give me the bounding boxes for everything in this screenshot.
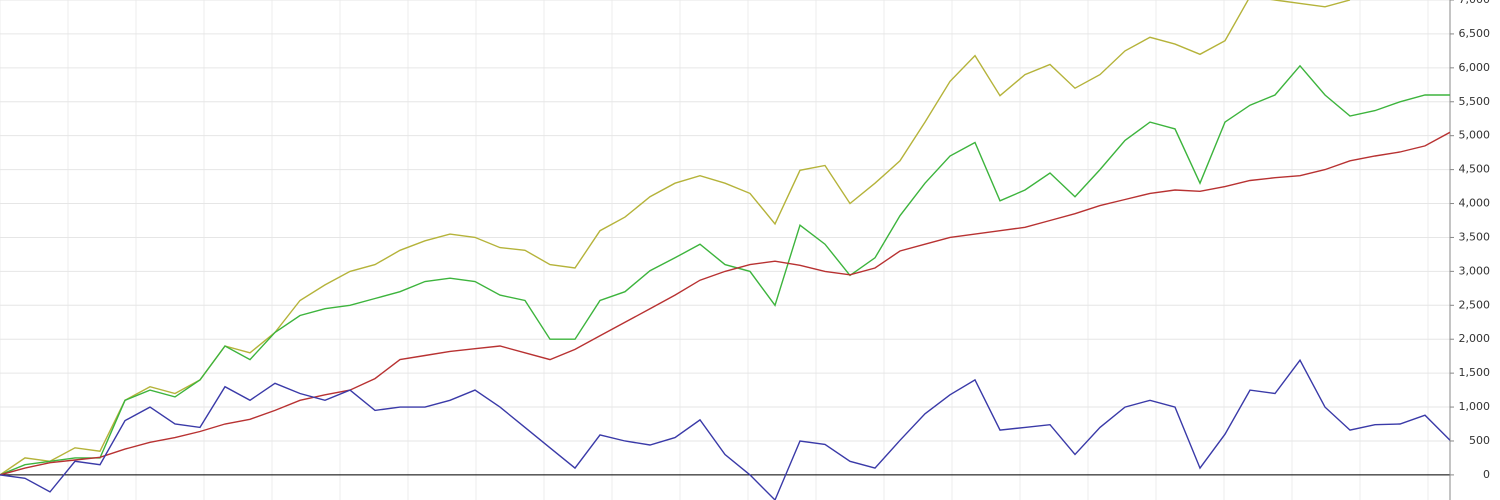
series-line xyxy=(0,131,1450,476)
y-tick-label: 4,000 xyxy=(1459,197,1491,210)
y-tick-label: 1,500 xyxy=(1459,366,1491,379)
y-tick-label: 3,000 xyxy=(1459,264,1491,277)
y-tick-label: 0 xyxy=(1483,468,1490,481)
y-tick-label: 7,000 xyxy=(1459,0,1491,6)
series-line xyxy=(0,64,1450,476)
vertical-grid xyxy=(0,0,1429,500)
y-tick-label: 6,500 xyxy=(1459,27,1491,40)
series-line xyxy=(0,358,1450,500)
y-tick-label: 5,000 xyxy=(1459,129,1491,142)
y-tick-label: 1,000 xyxy=(1459,400,1491,413)
y-tick-label: 2,000 xyxy=(1459,332,1491,345)
y-tick-label: 4,500 xyxy=(1459,163,1491,176)
y-tick-label: 3,500 xyxy=(1459,230,1491,243)
y-tick-label: 2,500 xyxy=(1459,298,1491,311)
y-tick-label: 6,000 xyxy=(1459,61,1491,74)
y-tick-label: 5,500 xyxy=(1459,95,1491,108)
y-tick-label: 500 xyxy=(1469,434,1490,447)
